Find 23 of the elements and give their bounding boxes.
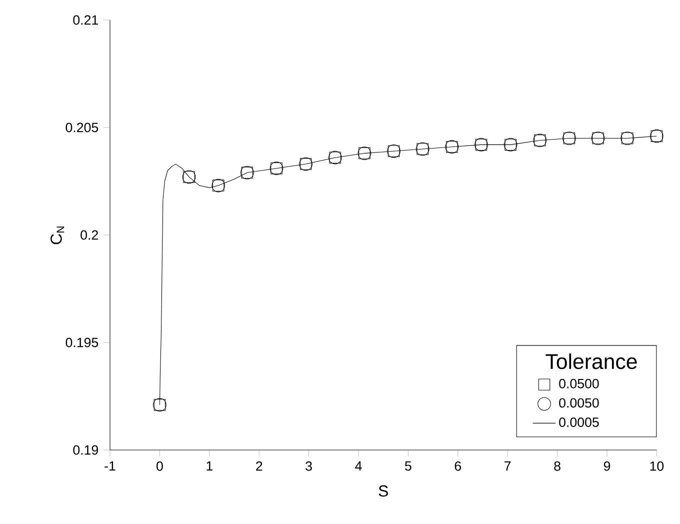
legend-title: Tolerance bbox=[546, 353, 637, 370]
x-tick-label: -1 bbox=[104, 461, 116, 471]
x-tick-label: 7 bbox=[504, 461, 511, 471]
legend-label: 0.0500 bbox=[559, 378, 599, 388]
x-axis-title: S bbox=[378, 485, 388, 497]
y-tick-label: 0.195 bbox=[66, 338, 98, 348]
legend-label: 0.0050 bbox=[559, 398, 599, 408]
legend-label: 0.0005 bbox=[559, 418, 599, 427]
y-tick-label: 0.19 bbox=[73, 445, 98, 455]
x-tick-label: 4 bbox=[355, 461, 362, 471]
x-tick-label: 5 bbox=[405, 461, 412, 471]
y-tick-label: 0.205 bbox=[66, 122, 98, 132]
x-tick-label: 8 bbox=[554, 461, 560, 471]
y-tick-label: 0.21 bbox=[73, 15, 98, 25]
y-axis-title: C$_{N}$ bbox=[50, 226, 64, 244]
x-tick-label: 6 bbox=[454, 461, 462, 471]
y-tick-label: 0.2 bbox=[80, 230, 98, 240]
x-tick-label: 1 bbox=[206, 461, 212, 471]
x-tick-label: 0 bbox=[156, 461, 163, 471]
x-tick-label: 10 bbox=[650, 461, 664, 471]
x-tick-label: 9 bbox=[604, 461, 610, 471]
x-tick-label: 3 bbox=[306, 461, 312, 471]
x-tick-label: 2 bbox=[256, 461, 262, 471]
